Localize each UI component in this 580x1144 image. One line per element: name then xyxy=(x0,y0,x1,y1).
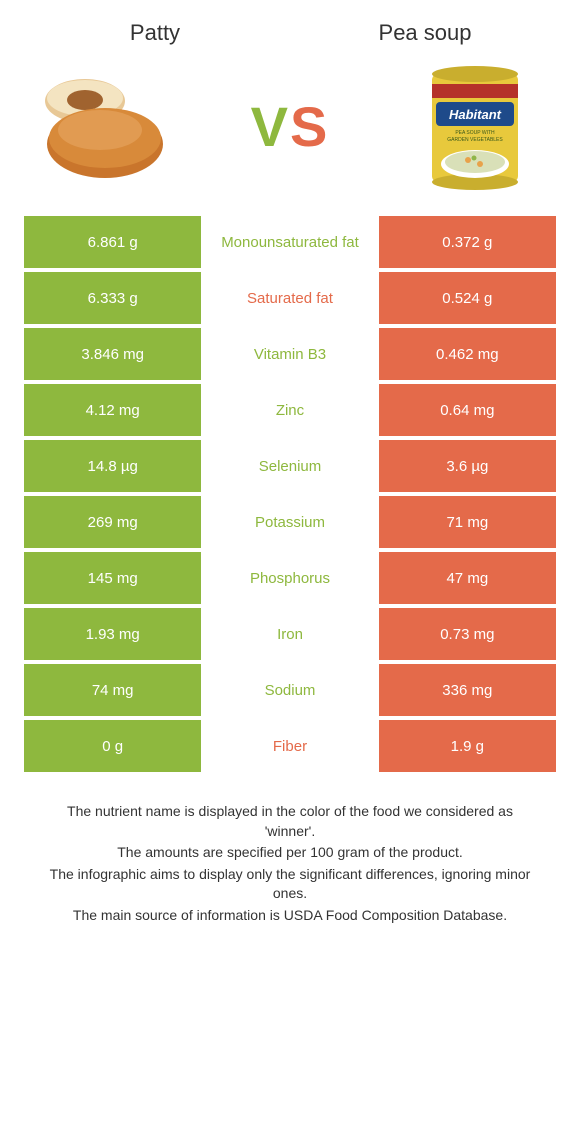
left-value: 3.846 mg xyxy=(24,328,201,380)
footer-notes: The nutrient name is displayed in the co… xyxy=(20,802,560,926)
right-value: 0.73 mg xyxy=(379,608,556,660)
nutrient-name: Potassium xyxy=(201,496,378,548)
left-value: 74 mg xyxy=(24,664,201,716)
nutrient-name: Zinc xyxy=(201,384,378,436)
left-food-title: Patty xyxy=(20,20,290,46)
right-food-title: Pea soup xyxy=(290,20,560,46)
vs-v: V xyxy=(251,95,290,158)
left-value: 269 mg xyxy=(24,496,201,548)
table-row: 269 mgPotassium71 mg xyxy=(24,496,556,548)
footer-line-3: The infographic aims to display only the… xyxy=(40,865,540,904)
right-value: 47 mg xyxy=(379,552,556,604)
right-value: 71 mg xyxy=(379,496,556,548)
pea-soup-image: Habitant PEA SOUP WITH GARDEN VEGETABLES xyxy=(400,66,550,186)
table-row: 14.8 µgSelenium3.6 µg xyxy=(24,440,556,492)
right-value: 0.372 g xyxy=(379,216,556,268)
nutrient-name: Selenium xyxy=(201,440,378,492)
table-row: 6.861 gMonounsaturated fat0.372 g xyxy=(24,216,556,268)
footer-line-1: The nutrient name is displayed in the co… xyxy=(40,802,540,841)
nutrient-name: Saturated fat xyxy=(201,272,378,324)
svg-text:GARDEN VEGETABLES: GARDEN VEGETABLES xyxy=(447,137,503,143)
hero: VS Habitant PEA SOUP WITH GARDEN VEGETAB… xyxy=(20,66,560,186)
table-row: 74 mgSodium336 mg xyxy=(24,664,556,716)
nutrient-name: Fiber xyxy=(201,720,378,772)
right-value: 0.462 mg xyxy=(379,328,556,380)
table-row: 4.12 mgZinc0.64 mg xyxy=(24,384,556,436)
left-value: 4.12 mg xyxy=(24,384,201,436)
left-value: 14.8 µg xyxy=(24,440,201,492)
table-row: 6.333 gSaturated fat0.524 g xyxy=(24,272,556,324)
svg-text:Habitant: Habitant xyxy=(449,107,502,122)
left-value: 6.861 g xyxy=(24,216,201,268)
footer-line-2: The amounts are specified per 100 gram o… xyxy=(40,843,540,863)
right-value: 0.524 g xyxy=(379,272,556,324)
right-value: 3.6 µg xyxy=(379,440,556,492)
footer-line-4: The main source of information is USDA F… xyxy=(40,906,540,926)
vs-s: S xyxy=(290,95,329,158)
left-value: 6.333 g xyxy=(24,272,201,324)
left-value: 1.93 mg xyxy=(24,608,201,660)
table-row: 0 gFiber1.9 g xyxy=(24,720,556,772)
header: Patty Pea soup xyxy=(20,20,560,46)
nutrient-name: Iron xyxy=(201,608,378,660)
table-row: 3.846 mgVitamin B30.462 mg xyxy=(24,328,556,380)
left-value: 0 g xyxy=(24,720,201,772)
patty-image xyxy=(30,66,180,186)
table-row: 1.93 mgIron0.73 mg xyxy=(24,608,556,660)
right-value: 1.9 g xyxy=(379,720,556,772)
right-value: 336 mg xyxy=(379,664,556,716)
nutrient-name: Phosphorus xyxy=(201,552,378,604)
left-value: 145 mg xyxy=(24,552,201,604)
nutrient-name: Vitamin B3 xyxy=(201,328,378,380)
nutrient-table: 6.861 gMonounsaturated fat0.372 g6.333 g… xyxy=(24,216,556,772)
table-row: 145 mgPhosphorus47 mg xyxy=(24,552,556,604)
right-value: 0.64 mg xyxy=(379,384,556,436)
vs-label: VS xyxy=(251,94,330,159)
nutrient-name: Sodium xyxy=(201,664,378,716)
svg-text:PEA SOUP WITH: PEA SOUP WITH xyxy=(455,130,495,136)
nutrient-name: Monounsaturated fat xyxy=(201,216,378,268)
